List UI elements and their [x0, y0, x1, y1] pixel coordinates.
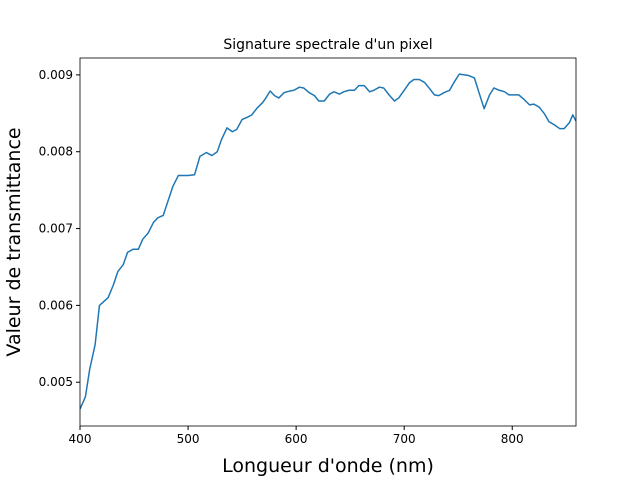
y-tick-label: 0.007 [39, 222, 73, 236]
x-tick-label: 600 [285, 432, 308, 446]
x-axis-label: Longueur d'onde (nm) [222, 455, 434, 477]
y-tick-label: 0.008 [39, 145, 73, 159]
y-tick-label: 0.009 [39, 68, 73, 82]
x-tick-label: 500 [177, 432, 200, 446]
x-tick-label: 800 [501, 432, 524, 446]
y-axis-label: Valeur de transmittance [3, 127, 25, 356]
y-tick-label: 0.006 [39, 298, 73, 312]
chart-title: Signature spectrale d'un pixel [223, 37, 432, 53]
y-tick-label: 0.005 [39, 375, 73, 389]
x-tick-label: 700 [393, 432, 416, 446]
plot-frame [79, 57, 577, 427]
data-line [80, 73, 576, 410]
x-tick-label: 400 [69, 432, 92, 446]
